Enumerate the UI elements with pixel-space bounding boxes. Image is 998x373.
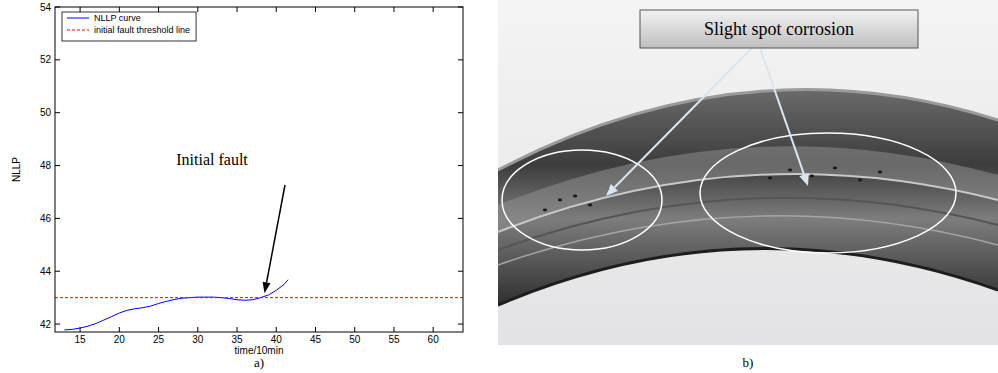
annotation-arrow-shaft xyxy=(267,185,285,283)
y-tick xyxy=(55,112,60,113)
y-tick-right xyxy=(458,218,463,219)
corrosion-spot xyxy=(833,167,837,170)
x-tick-label: 15 xyxy=(75,334,87,345)
panel-caption: b) xyxy=(743,355,754,370)
y-tick-label: 54 xyxy=(40,2,52,13)
corrosion-spot xyxy=(810,175,814,178)
x-tick xyxy=(276,327,277,332)
series-line xyxy=(64,280,288,330)
label-arrow-shaft xyxy=(614,48,752,187)
legend-label: NLLP curve xyxy=(94,13,141,23)
x-tick xyxy=(237,327,238,332)
corrosion-spot xyxy=(858,179,862,182)
y-tick-right xyxy=(458,112,463,113)
y-tick-label: 52 xyxy=(40,54,52,65)
label-box xyxy=(640,10,918,48)
y-tick-right xyxy=(458,59,463,60)
legend-swatch xyxy=(67,18,89,19)
x-tick-label: 20 xyxy=(114,334,126,345)
y-tick xyxy=(55,271,60,272)
photo-label: Slight spot corrosion xyxy=(704,19,854,39)
x-tick xyxy=(315,327,316,332)
series-line xyxy=(55,297,463,298)
y-tick-label: 48 xyxy=(40,160,52,171)
corrosion-spot xyxy=(788,169,792,172)
corrosion-spot xyxy=(878,171,882,174)
figure: 1520253035404550556042444648505254time/1… xyxy=(0,0,998,373)
y-tick xyxy=(55,165,60,166)
panel-caption: a) xyxy=(254,355,264,370)
annotation-text: Initial fault xyxy=(176,151,248,168)
annotation-arrow-head xyxy=(263,282,271,294)
x-tick-top xyxy=(315,7,316,12)
x-tick-label: 25 xyxy=(153,334,165,345)
plot-area xyxy=(55,7,463,332)
corrosion-spot xyxy=(573,195,577,198)
bearing-ring xyxy=(498,90,998,305)
y-tick-label: 44 xyxy=(40,266,52,277)
label-arrow-head xyxy=(799,173,808,186)
label-arrow-shaft xyxy=(760,48,804,175)
x-tick-label: 50 xyxy=(349,334,361,345)
y-tick xyxy=(55,59,60,60)
y-tick-label: 46 xyxy=(40,213,52,224)
x-tick-top xyxy=(158,7,159,12)
axes: 15 20 25 30 35 40 45 50 55 60 42 44 46 48 50 52 54 xyxy=(40,2,463,346)
x-tick-label: 35 xyxy=(231,334,243,345)
highlight-ellipse xyxy=(700,133,956,253)
plot-frame xyxy=(55,7,463,332)
y-tick-label: 42 xyxy=(40,319,52,330)
legend-swatch xyxy=(67,30,89,31)
x-tick xyxy=(158,327,159,332)
x-tick-top xyxy=(119,7,120,12)
highlight-ellipse xyxy=(502,150,662,250)
x-tick-label: 55 xyxy=(388,334,400,345)
legend-box xyxy=(62,12,196,41)
x-tick xyxy=(354,327,355,332)
x-tick xyxy=(119,327,120,332)
photo xyxy=(498,0,998,345)
corrosion-spot xyxy=(588,204,592,207)
x-tick xyxy=(433,327,434,332)
y-tick-right xyxy=(458,271,463,272)
y-tick-label: 50 xyxy=(40,107,52,118)
legend-label: initial fault threshold line xyxy=(94,25,190,35)
x-tick-top xyxy=(197,7,198,12)
x-tick xyxy=(197,327,198,332)
x-tick-top xyxy=(276,7,277,12)
raceway-band xyxy=(498,146,998,232)
y-tick-right xyxy=(458,165,463,166)
y-tick xyxy=(55,218,60,219)
x-tick-label: 60 xyxy=(428,334,440,345)
corrosion-spot xyxy=(558,199,562,202)
raceway-edge xyxy=(498,174,998,232)
corrosion-spot xyxy=(543,209,547,212)
corrosion-spot xyxy=(768,177,772,180)
x-tick-label: 45 xyxy=(310,334,322,345)
x-tick-label: 30 xyxy=(192,334,204,345)
x-tick-top xyxy=(237,7,238,12)
photo-background xyxy=(498,0,998,345)
x-tick-top xyxy=(433,7,434,12)
legend: NLLP curve initial fault threshold line xyxy=(62,12,196,41)
data-group xyxy=(55,280,463,330)
x-tick-top xyxy=(354,7,355,12)
y-axis-title: NLLP xyxy=(11,157,22,182)
x-tick-top xyxy=(393,7,394,12)
x-tick-label: 40 xyxy=(271,334,283,345)
x-tick-top xyxy=(80,7,81,12)
label-arrow-head xyxy=(606,184,618,196)
ring-inner-edge xyxy=(498,248,998,305)
y-tick-right xyxy=(458,324,463,325)
y-tick xyxy=(55,324,60,325)
x-tick xyxy=(393,327,394,332)
